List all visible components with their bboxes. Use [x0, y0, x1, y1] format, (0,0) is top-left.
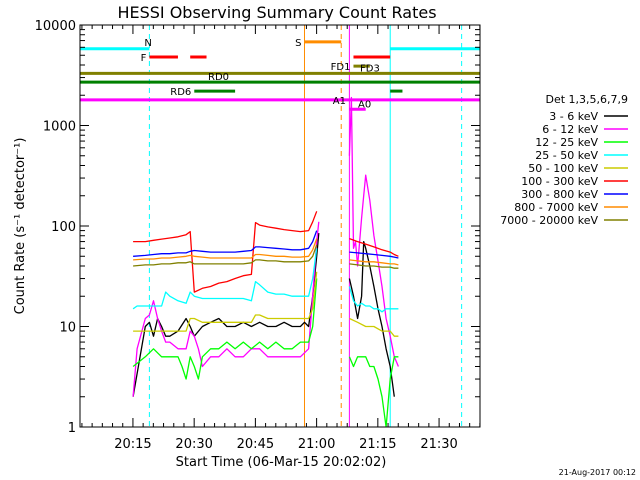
flag-label: FD1	[331, 62, 351, 73]
legend-label: 100 - 300 keV	[521, 175, 598, 188]
x-tick-label: 20:30	[175, 437, 212, 452]
legend-label: 3 - 6 keV	[549, 110, 598, 123]
series-line	[132, 96, 399, 397]
series-line	[132, 278, 399, 427]
flag-label: F	[141, 53, 147, 64]
series-line	[133, 211, 399, 293]
y-tick-label: 1000	[43, 120, 76, 135]
x-tick-label: 21:15	[359, 437, 396, 452]
series-line	[133, 230, 399, 259]
flag-label: FD3	[360, 63, 380, 74]
legend-title: Det 1,3,5,6,7,9	[545, 93, 628, 106]
x-axis-label: Start Time (06-Mar-15 20:02:02)	[176, 455, 387, 470]
flag-label: RD0	[208, 72, 229, 83]
legend-label: 25 - 50 keV	[535, 149, 598, 162]
series-line	[133, 271, 399, 337]
legend-label: 50 - 100 keV	[528, 162, 598, 175]
y-tick-label: 10	[59, 321, 76, 336]
legend-label: 12 - 25 keV	[535, 136, 598, 149]
series-line	[133, 238, 399, 266]
flag-label: N	[144, 38, 151, 49]
y-tick-label: 10000	[35, 19, 76, 34]
legend-label: 6 - 12 keV	[542, 123, 598, 136]
series-line	[132, 248, 399, 313]
state-flags: N S F FD1 FD3 RD0 RD6 A1 A0	[80, 38, 480, 111]
flag-label: A1	[333, 96, 346, 107]
x-tick-label: 21:00	[298, 437, 335, 452]
legend-label: 800 - 7000 keV	[514, 201, 598, 214]
x-axis: 20:15 20:30 20:45 21:00 21:15 21:30	[81, 25, 481, 452]
timestamp: 21-Aug-2017 00:12	[559, 468, 636, 477]
flag-label: RD6	[170, 87, 191, 98]
y-axis-label: Count Rate (s⁻¹ detector⁻¹)	[13, 138, 28, 315]
x-tick-label: 21:30	[420, 437, 457, 452]
y-tick-label: 1	[68, 421, 76, 436]
x-tick-label: 20:15	[114, 437, 151, 452]
chart-title: HESSI Observing Summary Count Rates	[117, 3, 436, 22]
legend-label: 7000 - 20000 keV	[500, 214, 598, 227]
series-lines	[132, 96, 399, 427]
vertical-markers	[80, 25, 463, 427]
flag-label: S	[295, 38, 301, 49]
y-axis: 1 10 100 1000 10000	[35, 19, 480, 436]
flag-label: A0	[358, 99, 371, 110]
series-line	[133, 244, 399, 269]
x-tick-label: 20:45	[237, 437, 274, 452]
y-tick-label: 100	[51, 220, 76, 235]
legend-label: 300 - 800 keV	[521, 188, 598, 201]
